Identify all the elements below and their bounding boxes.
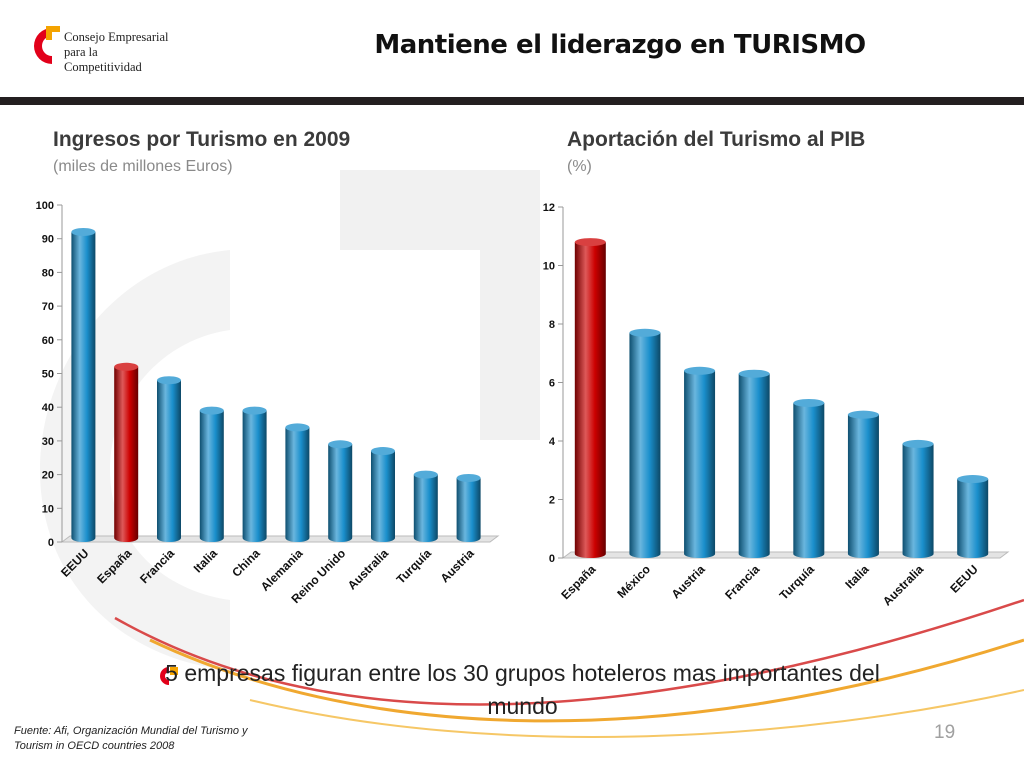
x-tick-label: Italia bbox=[842, 562, 871, 591]
x-tick-label: Francia bbox=[722, 562, 762, 602]
y-tick-label: 20 bbox=[42, 470, 54, 482]
bar-italia bbox=[199, 406, 224, 542]
x-tick-label: Australia bbox=[880, 562, 926, 608]
bar-body bbox=[629, 332, 661, 558]
y-tick-label: 90 bbox=[42, 234, 54, 246]
bar-body bbox=[574, 242, 606, 558]
bar-body bbox=[199, 410, 224, 542]
bar-body bbox=[114, 366, 139, 542]
logo-line: Consejo Empresarial bbox=[64, 30, 169, 44]
bar-cap bbox=[285, 423, 310, 432]
bar-body bbox=[456, 477, 481, 542]
x-tick-label: Turquía bbox=[777, 562, 818, 603]
bar-cap bbox=[114, 362, 139, 371]
bar-cap bbox=[456, 473, 481, 482]
bar-body bbox=[285, 427, 310, 542]
bar-cap bbox=[847, 410, 879, 419]
header-divider bbox=[0, 97, 1024, 105]
bar-italia bbox=[847, 410, 879, 558]
bar-body bbox=[847, 414, 879, 558]
bar-cap bbox=[371, 447, 395, 456]
bar-australia bbox=[371, 447, 395, 542]
x-tick-label: Austria bbox=[669, 562, 708, 601]
y-tick-label: 8 bbox=[549, 319, 555, 331]
y-tick-label: 70 bbox=[42, 301, 54, 313]
y-tick-label: 80 bbox=[42, 267, 54, 279]
bar-alemania bbox=[285, 423, 310, 542]
bar-cap bbox=[738, 369, 770, 378]
bar-cap bbox=[574, 238, 606, 247]
left-chart-title: Ingresos por Turismo en 2009 bbox=[53, 128, 351, 151]
bar-cap bbox=[242, 406, 267, 415]
right-chart-subtitle: (%) bbox=[567, 158, 592, 175]
bar-eeuu bbox=[71, 227, 96, 542]
cec-bullet-icon bbox=[160, 667, 178, 685]
logo-text: Consejo Empresarial para la Competitivid… bbox=[64, 30, 169, 75]
bar-turquía bbox=[413, 470, 438, 542]
bar-cap bbox=[413, 470, 438, 479]
source-line: Tourism in OECD countries 2008 bbox=[14, 740, 175, 752]
y-tick-label: 0 bbox=[549, 553, 555, 565]
bar-australia bbox=[902, 439, 934, 558]
y-tick-label: 6 bbox=[549, 378, 555, 390]
bar-cap bbox=[199, 406, 224, 415]
bar-body bbox=[684, 370, 716, 558]
bar-body bbox=[371, 451, 395, 542]
bar-españa bbox=[114, 362, 139, 542]
y-tick-label: 50 bbox=[42, 369, 54, 381]
x-tick-label: México bbox=[614, 562, 653, 601]
y-tick-label: 40 bbox=[42, 402, 54, 414]
y-tick-label: 12 bbox=[543, 202, 555, 214]
bar-austria bbox=[456, 473, 481, 542]
right-chart-title: Aportación del Turismo al PIB bbox=[567, 128, 866, 151]
left-chart-subtitle: (miles de millones Euros) bbox=[53, 158, 233, 175]
bar-body bbox=[242, 410, 267, 542]
bar-cap bbox=[684, 366, 716, 375]
bar-china bbox=[242, 406, 267, 542]
y-tick-label: 10 bbox=[543, 261, 555, 273]
bar-cap bbox=[71, 227, 96, 236]
x-tick-label: España bbox=[558, 562, 598, 602]
bar-reino-unido bbox=[328, 440, 353, 542]
bar-body bbox=[957, 479, 989, 558]
bar-body bbox=[328, 444, 353, 542]
y-tick-label: 10 bbox=[42, 503, 54, 515]
x-tick-label: EEUU bbox=[947, 562, 980, 595]
y-tick-label: 30 bbox=[42, 436, 54, 448]
bar-body bbox=[413, 474, 438, 542]
page-number: 19 bbox=[934, 722, 956, 743]
bar-cap bbox=[957, 475, 989, 484]
bar-eeuu bbox=[957, 475, 989, 558]
bar-cap bbox=[793, 398, 825, 407]
y-tick-label: 60 bbox=[42, 335, 54, 347]
bar-cap bbox=[902, 439, 934, 448]
y-tick-label: 100 bbox=[36, 200, 54, 212]
bar-francia bbox=[738, 369, 770, 558]
bar-españa bbox=[574, 238, 606, 558]
y-tick-label: 0 bbox=[48, 537, 54, 549]
source-line: Fuente: Afi, Organización Mundial del Tu… bbox=[14, 725, 248, 737]
bar-cap bbox=[157, 376, 181, 385]
bar-body bbox=[157, 380, 181, 542]
cec-logo-icon bbox=[34, 26, 60, 64]
bar-méxico bbox=[629, 328, 661, 558]
bar-austria bbox=[684, 366, 716, 558]
bar-body bbox=[902, 443, 934, 558]
bar-cap bbox=[328, 440, 353, 449]
logo-line: para la bbox=[64, 45, 98, 59]
bar-body bbox=[71, 231, 96, 542]
bar-francia bbox=[157, 376, 181, 542]
y-tick-label: 4 bbox=[549, 436, 556, 448]
bar-body bbox=[793, 402, 825, 558]
highlight-banner: 5 empresas figuran entre los 30 grupos h… bbox=[165, 660, 880, 719]
source-note: Fuente: Afi, Organización Mundial del Tu… bbox=[14, 724, 248, 754]
y-tick-label: 2 bbox=[549, 495, 555, 507]
page-title: Mantiene el liderazgo en TURISMO bbox=[374, 30, 866, 60]
bar-turquía bbox=[793, 398, 825, 558]
bar-cap bbox=[629, 328, 661, 337]
logo-line: Competitividad bbox=[64, 60, 142, 74]
bar-body bbox=[738, 373, 770, 558]
